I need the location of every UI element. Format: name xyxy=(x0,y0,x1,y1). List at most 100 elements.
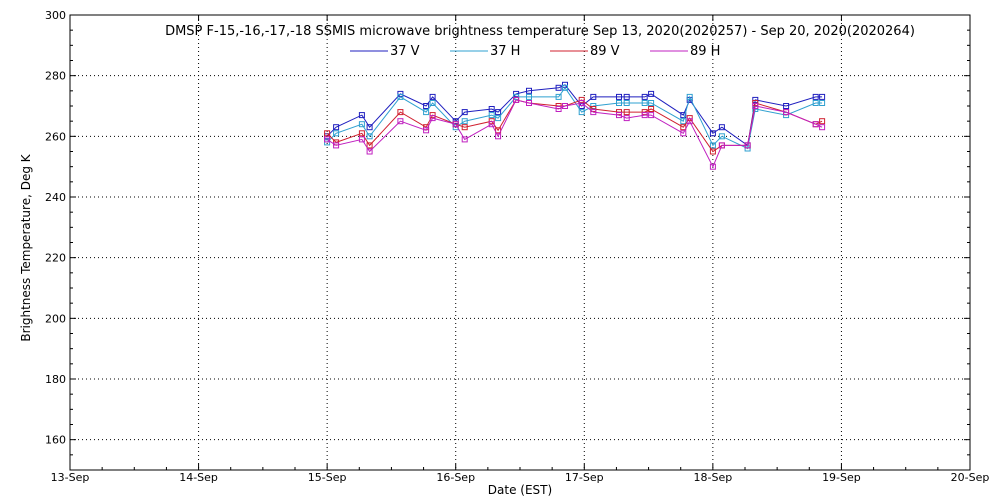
x-axis: 13-Sep 14-Sep 15-Sep 16-Sep 17-Sep 18-Sep 19-S… xyxy=(51,15,990,484)
data-point xyxy=(562,84,568,91)
data-point xyxy=(680,118,687,125)
y-tick-label: 280 xyxy=(45,70,66,83)
data-point xyxy=(429,93,436,100)
data-point xyxy=(366,142,373,149)
data-point xyxy=(366,148,373,155)
data-point xyxy=(324,130,331,137)
data-point xyxy=(752,103,759,109)
data-point xyxy=(819,100,826,106)
data-point xyxy=(744,145,751,152)
data-point xyxy=(397,118,404,125)
data-point xyxy=(680,130,687,137)
data-point xyxy=(429,100,436,106)
x-tick-label: 15-Sep xyxy=(308,471,347,484)
data-point xyxy=(648,112,655,119)
data-point xyxy=(495,115,502,122)
x-tick-label: 20-Sep xyxy=(951,471,990,484)
series-layer xyxy=(324,81,826,170)
data-point xyxy=(648,100,655,106)
data-point xyxy=(686,118,693,125)
data-point xyxy=(324,136,331,143)
data-point xyxy=(623,93,630,100)
data-point xyxy=(452,121,459,128)
y-axis: 160 180 200 220 240 260 280 300 xyxy=(45,9,970,456)
data-point xyxy=(562,103,568,109)
data-point xyxy=(616,100,622,106)
data-point xyxy=(333,142,340,149)
data-point xyxy=(423,109,430,116)
data-point xyxy=(495,133,502,140)
data-point xyxy=(819,118,826,125)
data-point xyxy=(819,124,826,131)
data-point xyxy=(578,96,585,103)
data-point xyxy=(366,133,373,140)
data-point xyxy=(718,133,725,140)
data-point xyxy=(648,90,655,97)
data-point xyxy=(358,130,365,137)
data-point xyxy=(709,130,716,137)
data-point xyxy=(709,163,716,170)
data-point xyxy=(623,109,630,116)
data-point xyxy=(812,93,819,100)
data-point xyxy=(648,106,655,112)
data-point xyxy=(783,103,790,109)
legend: 37 V 37 H 89 V 89 H xyxy=(350,44,720,59)
legend-label: 37 V xyxy=(390,44,420,59)
data-point xyxy=(718,124,725,131)
series-line xyxy=(326,99,823,168)
y-tick-label: 200 xyxy=(45,312,66,325)
data-point xyxy=(686,93,693,100)
series-89-h xyxy=(324,96,826,170)
data-point xyxy=(461,136,468,143)
data-point xyxy=(616,93,622,100)
data-point xyxy=(358,121,365,128)
data-point xyxy=(488,106,495,112)
data-point xyxy=(590,109,597,116)
data-point xyxy=(783,109,790,116)
data-point xyxy=(397,109,404,116)
data-point xyxy=(680,112,687,119)
x-tick-label: 17-Sep xyxy=(565,471,604,484)
data-point xyxy=(812,100,819,106)
data-point xyxy=(397,93,404,100)
data-point xyxy=(616,112,622,119)
data-point xyxy=(333,130,340,137)
x-tick-label: 13-Sep xyxy=(51,471,90,484)
y-axis-title: Brightness Temperature, Deg K xyxy=(19,153,33,341)
x-tick-label: 19-Sep xyxy=(822,471,861,484)
data-point xyxy=(641,112,648,119)
data-point xyxy=(358,136,365,143)
legend-label: 89 H xyxy=(690,44,720,59)
data-point xyxy=(513,96,520,103)
data-point xyxy=(461,109,468,116)
y-tick-label: 260 xyxy=(45,130,66,143)
y-tick-label: 220 xyxy=(45,252,66,265)
legend-label: 37 H xyxy=(490,44,520,59)
x-tick-label: 14-Sep xyxy=(179,471,218,484)
x-tick-label: 18-Sep xyxy=(694,471,733,484)
data-point xyxy=(526,87,532,94)
data-point xyxy=(578,109,585,116)
series-line xyxy=(326,86,823,150)
series-line xyxy=(326,84,823,147)
data-point xyxy=(358,112,365,119)
data-point xyxy=(578,100,585,106)
data-point xyxy=(333,124,340,131)
data-point xyxy=(623,115,630,122)
y-tick-label: 160 xyxy=(45,434,66,447)
data-point xyxy=(488,121,495,128)
data-point xyxy=(423,103,430,109)
data-point xyxy=(555,106,562,112)
data-point xyxy=(555,84,562,91)
y-tick-label: 240 xyxy=(45,191,66,204)
data-point xyxy=(366,124,373,131)
data-point xyxy=(623,100,630,106)
data-point xyxy=(718,142,725,149)
data-point xyxy=(495,109,502,116)
data-point xyxy=(461,118,468,125)
chart-title: DMSP F-15,-16,-17,-18 SSMIS microwave br… xyxy=(165,24,915,39)
data-point xyxy=(819,93,826,100)
data-point xyxy=(680,124,687,131)
data-point xyxy=(423,127,430,134)
